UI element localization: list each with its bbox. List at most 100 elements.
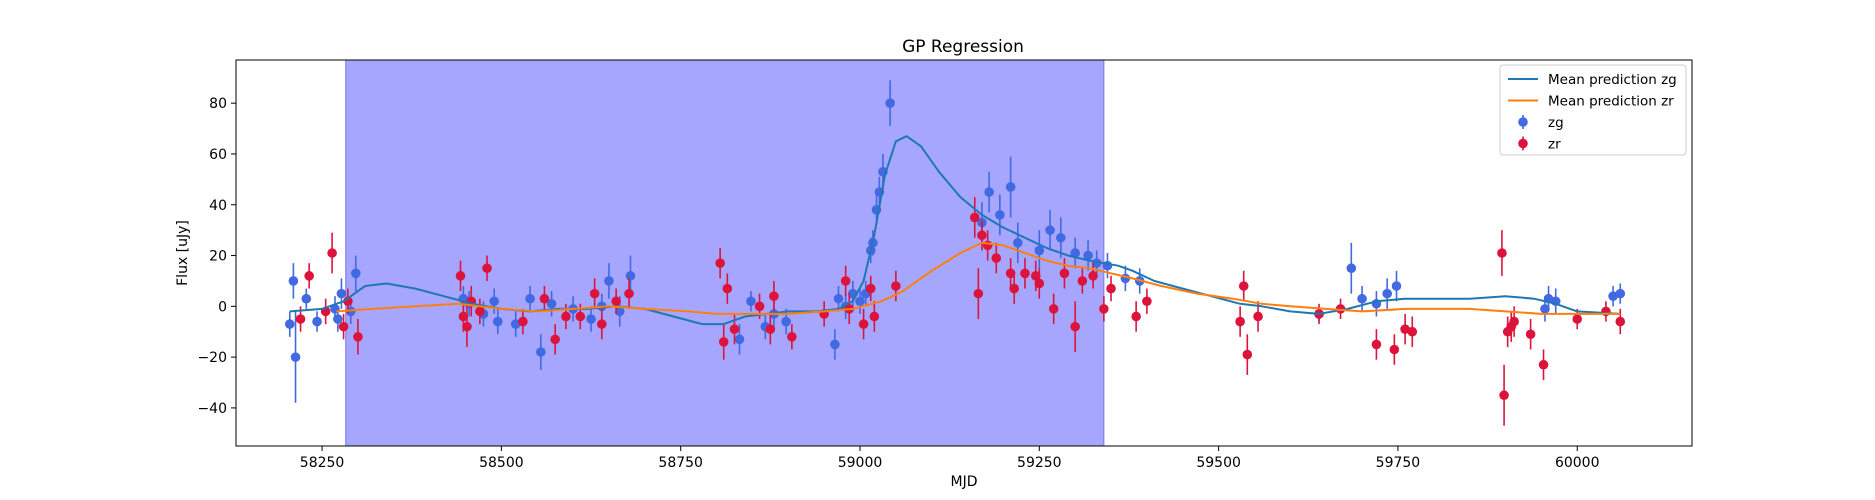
y-tick-label: 20	[209, 249, 227, 265]
data-point	[1497, 248, 1507, 258]
plot-area	[235, 59, 1693, 447]
data-point	[290, 352, 301, 362]
data-point	[1142, 296, 1152, 307]
data-point	[718, 337, 729, 347]
x-axis-label: MJD	[951, 474, 978, 490]
legend-label: Mean prediction zg	[1548, 72, 1677, 88]
data-point	[1389, 344, 1400, 355]
data-point	[746, 296, 756, 307]
data-point	[1077, 276, 1088, 286]
data-point	[1525, 329, 1536, 340]
x-tick-label: 58750	[658, 455, 703, 471]
data-point	[624, 288, 634, 299]
data-point	[1056, 232, 1066, 243]
data-point	[625, 271, 636, 281]
data-point	[995, 210, 1005, 220]
data-point	[1540, 304, 1550, 314]
data-point	[539, 293, 550, 304]
data-point	[729, 324, 740, 334]
data-point	[858, 319, 869, 329]
data-point	[781, 316, 791, 327]
data-point	[1020, 268, 1030, 279]
data-point	[991, 253, 1002, 263]
data-point	[482, 263, 492, 274]
legend-entry: zr	[1518, 136, 1561, 153]
legend-label: zr	[1548, 137, 1561, 153]
data-point	[734, 334, 745, 345]
data-point	[1538, 359, 1549, 370]
data-point	[1005, 182, 1016, 192]
data-point	[586, 314, 596, 324]
data-point	[550, 334, 560, 345]
x-tick-label: 58250	[300, 455, 345, 471]
legend-entry: Mean prediction zr	[1508, 94, 1674, 110]
series-layer	[284, 80, 1626, 426]
data-point	[489, 296, 500, 307]
legend-marker-swatch	[1518, 117, 1528, 127]
data-point	[338, 321, 349, 332]
data-point	[604, 276, 614, 286]
data-point	[722, 283, 733, 294]
y-tick-label: 60	[209, 147, 227, 163]
data-point	[561, 311, 571, 322]
data-point	[492, 316, 503, 327]
data-point	[546, 298, 557, 309]
data-point	[312, 316, 322, 327]
data-point	[589, 288, 600, 299]
legend: Mean prediction zg Mean prediction zr zg zr	[1499, 64, 1687, 156]
data-point	[715, 258, 725, 268]
data-point	[840, 276, 851, 286]
data-point	[1371, 339, 1382, 350]
y-tick-label: 80	[209, 96, 227, 112]
plot-frame	[235, 59, 1693, 447]
y-axis-label: Flux [uJy]	[175, 220, 191, 286]
data-point	[1083, 250, 1093, 261]
data-point	[1012, 238, 1023, 248]
data-point	[455, 271, 466, 281]
x-axis: 58250 58500 58750 59000 59250 59500 59750 60000	[300, 446, 1600, 471]
data-point	[1253, 311, 1263, 322]
data-point	[1070, 248, 1080, 258]
x-tick-label: 59750	[1376, 455, 1421, 471]
data-point	[787, 332, 797, 342]
data-point	[982, 240, 993, 251]
data-point	[353, 332, 363, 342]
x-tick-label: 59000	[838, 455, 883, 471]
legend-entry: zg	[1518, 115, 1564, 131]
data-point	[284, 319, 295, 329]
data-point	[333, 314, 343, 324]
data-point	[1346, 263, 1357, 274]
data-point	[969, 212, 980, 223]
data-point	[973, 288, 984, 299]
x-tick-label: 59250	[1017, 455, 1062, 471]
data-point	[769, 291, 779, 301]
series-zg	[284, 80, 1626, 403]
data-point	[855, 296, 865, 307]
data-point	[1131, 311, 1141, 322]
data-point	[518, 316, 528, 327]
x-tick-label: 59500	[1196, 455, 1241, 471]
data-point	[1615, 288, 1626, 299]
data-point	[1106, 283, 1116, 294]
data-point	[1070, 321, 1080, 332]
legend-entry: Mean prediction zg	[1508, 72, 1677, 88]
shaded-region	[345, 60, 1104, 446]
legend-label: Mean prediction zr	[1548, 94, 1674, 110]
data-point	[327, 248, 337, 258]
data-point	[1045, 225, 1055, 235]
data-point	[1242, 349, 1253, 360]
data-point	[350, 268, 361, 279]
data-point	[1059, 268, 1070, 279]
data-point	[1088, 271, 1098, 281]
x-tick-label: 58500	[479, 455, 524, 471]
data-point	[1009, 283, 1020, 294]
data-point	[458, 311, 469, 322]
data-point	[475, 306, 485, 317]
data-point	[611, 296, 621, 307]
data-point	[288, 276, 299, 286]
legend-label: zg	[1548, 115, 1564, 131]
data-point	[1357, 293, 1367, 304]
data-point	[830, 339, 840, 350]
data-point	[304, 271, 314, 281]
